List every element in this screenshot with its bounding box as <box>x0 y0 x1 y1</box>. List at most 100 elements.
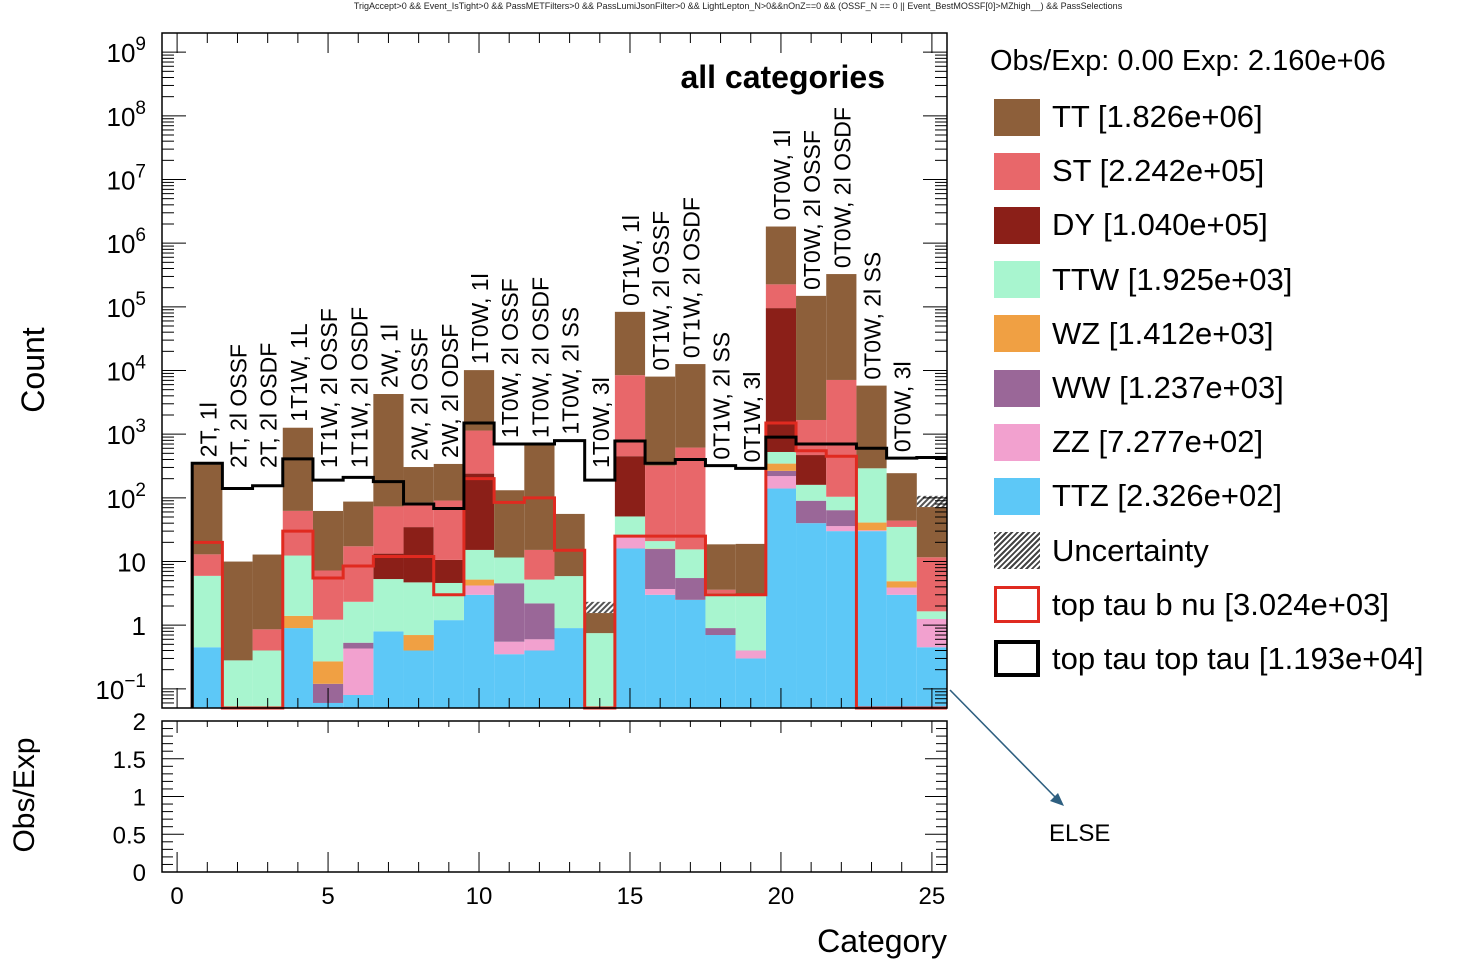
bar-ttw-bin-1 <box>192 575 223 648</box>
top-tau-top-tau-line <box>190 421 947 708</box>
bar-ttw-bin-23 <box>856 468 887 523</box>
uncertainty-band-bin-25 <box>916 495 947 508</box>
bar-ttz-bin-4 <box>282 628 313 708</box>
bar-ttw-bin-4 <box>282 555 313 616</box>
category-label: 1T0W, 2l OSDF <box>527 277 553 438</box>
bar-tt-bin-22 <box>826 274 857 380</box>
bar-st-bin-1 <box>192 554 223 576</box>
legend-entry: TTZ [2.326e+02] <box>990 469 1470 523</box>
uncertainty-swatch <box>994 532 1040 570</box>
plot-frames: 10−111010210310410510610710810900.511.52… <box>95 32 948 910</box>
bar-wz-bin-23 <box>856 522 887 531</box>
bar-ttz-bin-21 <box>796 523 827 708</box>
bar-tt-bin-3 <box>252 554 283 630</box>
bar-ww-bin-20 <box>765 470 797 477</box>
category-label: 1T0W, 2l OSSF <box>497 278 523 438</box>
legend-entry-label: top tau b nu [3.024e+03] <box>1052 586 1389 622</box>
bar-ttw-bin-20 <box>765 451 797 464</box>
y-tick-label: 106 <box>107 225 147 259</box>
legend: Obs/Exp: 0.00 Exp: 2.160e+06 TT [1.826e+… <box>990 38 1470 686</box>
dy-swatch <box>994 206 1040 244</box>
y-tick-label: 103 <box>107 416 147 450</box>
legend-entry: TTW [1.925e+03] <box>990 253 1470 307</box>
annotation-else-label: ELSE <box>1049 820 1111 847</box>
bar-tt-bin-24 <box>886 473 917 521</box>
legend-entry: Uncertainty <box>990 524 1470 578</box>
ratio-y-axis-label: Obs/Exp <box>8 737 41 852</box>
y-tick-label: 10 <box>117 548 146 578</box>
y-tick-label: 108 <box>107 98 147 132</box>
bar-tt-bin-23 <box>856 385 887 469</box>
legend-entry-label: TT [1.826e+06] <box>1052 99 1263 135</box>
category-label: 0T0W, 1l <box>769 130 795 221</box>
bar-zz-bin-16 <box>645 588 676 595</box>
bar-st-bin-10 <box>463 430 495 474</box>
legend-entry-label: Uncertainty <box>1052 532 1209 568</box>
bar-ttw-bin-24 <box>886 526 917 582</box>
bar-tt-bin-2 <box>222 561 253 661</box>
legend-entry-label: TTZ [2.326e+02] <box>1052 478 1283 514</box>
bar-ttw-bin-18 <box>705 593 736 629</box>
wz-swatch <box>994 315 1040 353</box>
bar-tt-bin-19 <box>735 543 766 596</box>
category-label: 2T, 2l OSSF <box>225 344 251 468</box>
stacked-bars <box>192 226 947 708</box>
bar-ttw-bin-5 <box>312 619 344 662</box>
x-tick-label: 25 <box>919 883 946 910</box>
bar-dy-bin-20 <box>765 308 797 452</box>
x-axis-label: Category <box>817 923 947 959</box>
legend-entry: top tau top tau [1.193e+04] <box>990 632 1470 686</box>
top-tau-b-nu-line <box>190 421 947 710</box>
bar-ttw-bin-8 <box>403 582 434 636</box>
category-label: 1T0W, 3l <box>588 377 614 468</box>
bar-st-bin-25 <box>916 557 947 612</box>
bar-ttw-bin-15 <box>614 516 646 536</box>
zz-swatch <box>994 423 1040 461</box>
bar-ttz-bin-24 <box>886 594 917 708</box>
bar-st-bin-6 <box>343 546 374 602</box>
bar-zz-bin-12 <box>524 639 555 651</box>
bar-ttz-bin-17 <box>675 599 706 708</box>
bar-zz-bin-10 <box>463 585 495 595</box>
bar-ttz-bin-22 <box>826 531 857 708</box>
bar-tt-bin-6 <box>343 501 374 547</box>
bar-dy-bin-21 <box>796 455 827 485</box>
category-label: 2T, 2l OSDF <box>256 343 282 468</box>
category-label: 0T0W, 2l SS <box>860 252 886 380</box>
y-tick-label: 109 <box>107 34 147 68</box>
bar-tt-bin-7 <box>373 394 404 507</box>
bar-ww-bin-16 <box>645 549 676 589</box>
legend-entry-label: TTW [1.925e+03] <box>1052 261 1293 297</box>
bar-ttz-bin-20 <box>765 488 797 708</box>
category-label: 1T1W, 1L <box>286 323 312 422</box>
category-label: 0T0W, 2l OSSF <box>799 130 825 290</box>
bar-dy-bin-15 <box>614 456 646 517</box>
category-label: 2W, 1l <box>376 324 402 388</box>
bar-dy-bin-10 <box>463 473 495 550</box>
legend-entries: TT [1.826e+06] ST [2.242e+05] DY [1.040e+0… <box>990 90 1470 686</box>
legend-entry: ST [2.242e+05] <box>990 144 1470 198</box>
x-tick-label: 20 <box>768 883 795 910</box>
bar-ttw-bin-12 <box>524 579 555 604</box>
bar-tt-bin-15 <box>614 311 646 376</box>
bar-ww-bin-12 <box>524 603 555 640</box>
bar-st-bin-17 <box>675 447 706 550</box>
signal-lines <box>190 421 947 710</box>
category-label: 2T, 1l <box>195 402 221 457</box>
tt-swatch <box>994 98 1040 136</box>
bar-tt-bin-18 <box>705 544 736 590</box>
category-label: 0T1W, 3l <box>739 372 765 463</box>
bar-ttz-bin-23 <box>856 531 887 708</box>
category-label: 0T1W, 2l SS <box>709 332 735 460</box>
bar-tt-bin-9 <box>433 463 464 501</box>
x-tick-label: 15 <box>617 883 644 910</box>
bar-st-bin-12 <box>524 549 555 580</box>
bar-st-bin-24 <box>886 520 917 527</box>
ratio-tick-label: 1.5 <box>113 747 146 774</box>
ttw-swatch <box>994 261 1040 299</box>
bar-ttw-bin-13 <box>554 576 585 629</box>
category-label: 0T0W, 2l OSDF <box>829 107 855 268</box>
bar-zz-bin-15 <box>614 535 646 549</box>
